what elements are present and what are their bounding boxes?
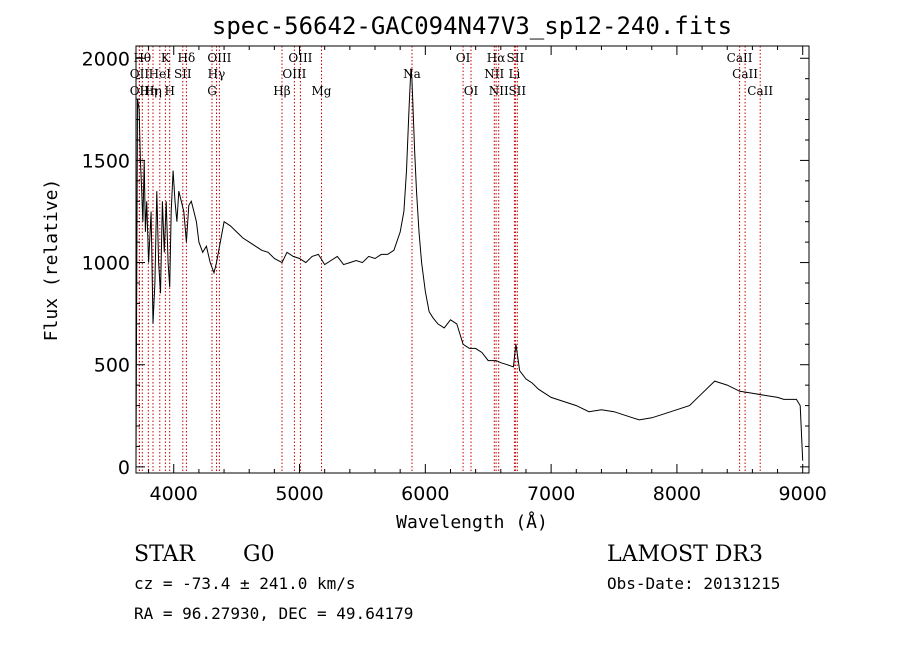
spectral-line-label: Mg bbox=[312, 84, 332, 98]
spectral-line-label: CaII bbox=[727, 51, 753, 65]
redshift-velocity: cz = -73.4 ± 241.0 km/s bbox=[134, 574, 356, 593]
y-tick-label: 500 bbox=[94, 355, 130, 377]
spectral-line-label: CaII bbox=[747, 84, 773, 98]
x-axis-label: Wavelength (Å) bbox=[396, 511, 548, 533]
y-tick-label: 1000 bbox=[82, 253, 130, 275]
spectral-line-label: Hδ bbox=[178, 51, 196, 65]
spectral-line-label: SII bbox=[508, 84, 526, 98]
x-tick-label: 8000 bbox=[653, 483, 701, 505]
x-axis-ticks: 4000 5000 6000 7000 8000 9000 bbox=[148, 46, 827, 505]
spectral-line-label: OI bbox=[464, 84, 479, 98]
observation-date: Obs-Date: 20131215 bbox=[607, 574, 780, 593]
spectral-line-label: Li bbox=[508, 67, 520, 81]
plot-frame bbox=[135, 45, 810, 474]
y-tick-label: 2000 bbox=[82, 48, 130, 70]
spectral-line-label: HeI bbox=[149, 67, 172, 81]
spectral-line-label: Hη bbox=[139, 84, 157, 98]
spectral-line-label: CaII bbox=[732, 67, 758, 81]
spectral-line-labels: OIIOIIHθHηHηHeIKHSIIHδGHγOIIIHβOIIIOIIIM… bbox=[130, 51, 774, 98]
spectral-line-label: OIII bbox=[207, 51, 231, 65]
survey-name: LAMOST DR3 bbox=[607, 542, 763, 567]
spectral-line-label: OIII bbox=[282, 67, 306, 81]
spectral-line-label: H bbox=[164, 84, 174, 98]
x-tick-label: 4000 bbox=[150, 483, 198, 505]
spectral-line-label: Na bbox=[403, 67, 421, 81]
spectral-line-label: SII bbox=[507, 51, 525, 65]
spectral-line-label: Hα bbox=[487, 51, 506, 65]
spectral-line-label: K bbox=[161, 51, 171, 65]
spectral-line-label: Hη bbox=[144, 84, 162, 98]
x-tick-label: 7000 bbox=[527, 483, 575, 505]
object-subclass: G0 bbox=[243, 542, 275, 567]
spectral-line-label: NII bbox=[489, 84, 509, 98]
chart-title: spec-56642-GAC094N47V3_sp12-240.fits bbox=[212, 12, 732, 40]
spectral-line-label: OI bbox=[456, 51, 471, 65]
y-axis-label: Flux (relative) bbox=[41, 179, 62, 342]
spectral-line-label: SII bbox=[174, 67, 192, 81]
x-tick-label: 6000 bbox=[401, 483, 449, 505]
coordinates: RA = 96.27930, DEC = 49.64179 bbox=[134, 604, 413, 623]
spectral-line-label: Hγ bbox=[208, 67, 226, 81]
spectral-line-label: Hβ bbox=[273, 84, 290, 98]
y-tick-label: 0 bbox=[118, 457, 130, 479]
x-tick-label: 5000 bbox=[275, 483, 323, 505]
object-type: STAR bbox=[134, 542, 196, 567]
spectral-line-label: OII bbox=[130, 67, 150, 81]
spectral-line-label: OII bbox=[130, 84, 150, 98]
spectral-line-label: OIII bbox=[288, 51, 312, 65]
x-tick-label: 9000 bbox=[779, 483, 827, 505]
y-tick-label: 1500 bbox=[82, 150, 130, 172]
spectrum-line bbox=[135, 68, 804, 463]
spectral-line-label: NII bbox=[484, 67, 504, 81]
y-axis-ticks: 0 500 1000 1500 2000 bbox=[82, 48, 809, 479]
spectral-line-label: G bbox=[207, 84, 217, 98]
